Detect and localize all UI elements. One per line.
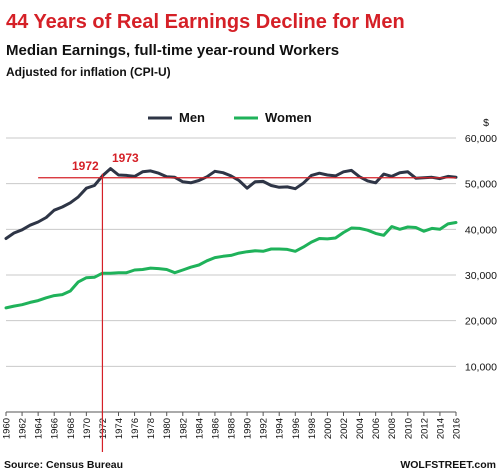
- chart-title: 44 Years of Real Earnings Decline for Me…: [6, 11, 405, 33]
- x-tick-label: 2006: [371, 418, 382, 439]
- x-tick-label: 1996: [291, 418, 302, 439]
- x-tick-label: 2004: [355, 418, 366, 439]
- x-tick-label: 2016: [452, 418, 463, 439]
- gridlines: [6, 137, 456, 413]
- y-axis: 10,000 20,000 30,000 40,000 50,000 60,000: [465, 133, 497, 373]
- x-tick-label: 1974: [114, 418, 125, 439]
- x-tick-label: 1968: [66, 418, 77, 439]
- y-tick-label: 40,000: [465, 224, 497, 236]
- annotation-1973: 1973: [112, 151, 139, 165]
- reference-markers: [38, 173, 456, 452]
- y-tick-label: 60,000: [465, 133, 497, 145]
- y-tick-label: 30,000: [465, 270, 497, 282]
- x-axis: 1960 1962 1964 1966 1968 1970 1972 1974 1976 1978…: [2, 412, 463, 439]
- x-tick-label: 1960: [2, 418, 13, 439]
- x-tick-label: 1998: [307, 418, 318, 439]
- x-tick-label: 1994: [275, 418, 286, 439]
- annotation-1972: 1972: [72, 159, 99, 173]
- series-group: [4, 167, 458, 310]
- x-tick-label: 1970: [82, 418, 93, 439]
- legend: Men Women: [148, 110, 312, 125]
- x-tick-label: 1980: [162, 418, 173, 439]
- x-tick-label: 1982: [178, 418, 189, 439]
- series-line-men: [4, 167, 458, 240]
- x-tick-label: 1990: [243, 418, 254, 439]
- chart-subtitle: Median Earnings, full-time year-round Wo…: [6, 42, 339, 59]
- x-tick-label: 1964: [34, 418, 45, 439]
- x-tick-label: 1988: [227, 418, 238, 439]
- x-tick-label: 1992: [259, 418, 270, 439]
- credit-note: WOLFSTREET.com: [400, 459, 496, 471]
- y-tick-label: 20,000: [465, 316, 497, 328]
- x-tick-label: 1966: [50, 418, 61, 439]
- source-note: Source: Census Bureau: [4, 459, 123, 471]
- x-tick-label: 2002: [339, 418, 350, 439]
- x-tick-label: 1976: [130, 418, 141, 439]
- x-tick-label: 2012: [419, 418, 430, 439]
- y-axis-unit-label: $: [483, 117, 489, 129]
- x-tick-label: 2014: [435, 418, 446, 439]
- x-tick-label: 1978: [146, 418, 157, 439]
- x-tick-label: 1962: [18, 418, 29, 439]
- y-tick-label: 10,000: [465, 361, 497, 373]
- x-tick-label: 2000: [323, 418, 334, 439]
- chart-subsubtitle: Adjusted for inflation (CPI-U): [6, 65, 171, 79]
- x-tick-label: 1972: [98, 418, 109, 439]
- series-line-women: [4, 221, 458, 310]
- y-tick-label: 50,000: [465, 179, 497, 191]
- x-tick-label: 1984: [194, 418, 205, 439]
- x-tick-label: 1986: [210, 418, 221, 439]
- legend-label-men: Men: [179, 110, 205, 125]
- x-tick-label: 2008: [387, 418, 398, 439]
- x-tick-label: 2010: [403, 418, 414, 439]
- legend-label-women: Women: [265, 110, 312, 125]
